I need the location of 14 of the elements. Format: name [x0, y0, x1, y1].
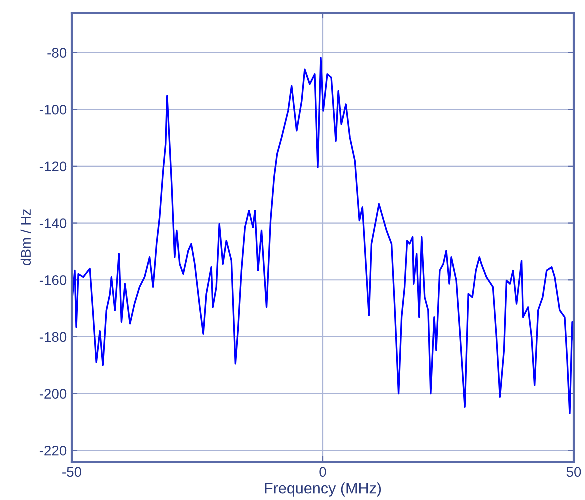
x-tick-label: -50	[62, 467, 82, 478]
line-series	[72, 57, 574, 415]
y-tick-label: -80	[48, 48, 67, 58]
y-axis-title: dBm / Hz	[20, 210, 32, 266]
y-tick-label: -140	[40, 218, 67, 228]
x-tick-label: 0	[320, 467, 326, 478]
y-tick-label: -220	[40, 446, 67, 456]
x-axis-title: Frequency (MHz)	[265, 482, 382, 497]
x-tick-label: 50	[566, 467, 582, 478]
y-tick-label: -160	[40, 275, 67, 286]
y-tick-label: -100	[40, 104, 67, 115]
y-tick-label: -200	[40, 389, 67, 399]
y-tick-label: -180	[40, 332, 67, 342]
y-tick-label: -120	[40, 162, 67, 172]
